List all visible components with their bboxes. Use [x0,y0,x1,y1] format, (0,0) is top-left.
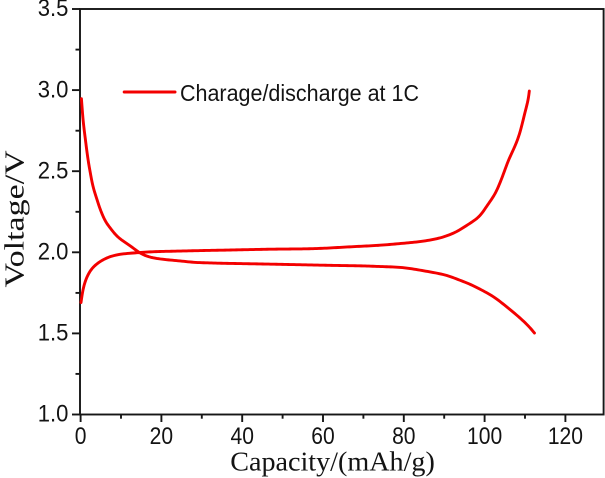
svg-text:80: 80 [392,421,415,449]
svg-text:100: 100 [467,421,502,449]
svg-text:Voltage/V: Voltage/V [0,150,30,288]
svg-text:Charage/discharge at 1C: Charage/discharge at 1C [180,80,419,106]
svg-text:40: 40 [230,421,253,449]
svg-text:0: 0 [75,421,87,449]
svg-text:120: 120 [548,421,583,449]
svg-text:2.5: 2.5 [38,156,69,183]
svg-text:3.0: 3.0 [38,75,69,102]
svg-text:1.0: 1.0 [38,400,69,427]
svg-text:60: 60 [311,421,334,449]
svg-text:3.5: 3.5 [38,0,69,21]
svg-text:1.5: 1.5 [38,319,69,346]
svg-text:Capacity/(mAh/g): Capacity/(mAh/g) [230,446,435,476]
svg-text:2.0: 2.0 [38,237,69,264]
svg-text:20: 20 [150,421,173,449]
